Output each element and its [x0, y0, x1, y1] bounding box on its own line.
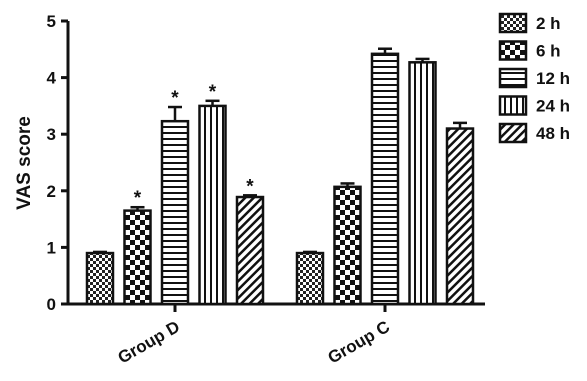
legend-label: 2 h	[536, 14, 561, 33]
y-axis-label: VAS score	[14, 116, 35, 210]
y-tick-label: 5	[47, 12, 56, 31]
legend-label: 48 h	[536, 124, 570, 143]
bar	[85, 251, 115, 306]
y-tick-label: 1	[47, 238, 56, 257]
x-axis: Group D Group C	[68, 302, 485, 367]
legend-label: 12 h	[536, 69, 570, 88]
legend-swatch	[498, 67, 528, 89]
bar	[295, 251, 325, 306]
bar	[235, 195, 265, 306]
y-axis: 0 1 2 3 4 5	[47, 12, 70, 314]
bar	[370, 52, 400, 306]
bar	[333, 185, 362, 306]
bar	[198, 104, 227, 306]
legend-swatch	[498, 40, 528, 61]
legend-label: 6 h	[536, 42, 561, 61]
legend-swatch	[498, 12, 528, 34]
bars: * * * *	[85, 47, 475, 306]
bar	[408, 61, 437, 306]
bar	[123, 209, 152, 306]
significance-star: *	[134, 188, 142, 209]
bar	[445, 127, 475, 306]
bar	[160, 119, 190, 306]
legend-swatch	[498, 122, 528, 144]
y-tick-label: 3	[47, 125, 56, 144]
significance-star: *	[171, 88, 179, 109]
legend-label: 24 h	[536, 97, 570, 116]
x-tick-label: Group D	[115, 317, 183, 367]
y-tick-label: 4	[47, 69, 57, 88]
legend: 2 h 6 h 12 h 24 h 48 h	[498, 12, 570, 144]
y-tick-label: 0	[47, 295, 56, 314]
x-tick-label: Group C	[325, 317, 393, 367]
y-tick-label: 2	[47, 182, 56, 201]
significance-star: *	[209, 82, 217, 103]
legend-swatch	[498, 95, 528, 116]
significance-star: *	[246, 176, 254, 197]
